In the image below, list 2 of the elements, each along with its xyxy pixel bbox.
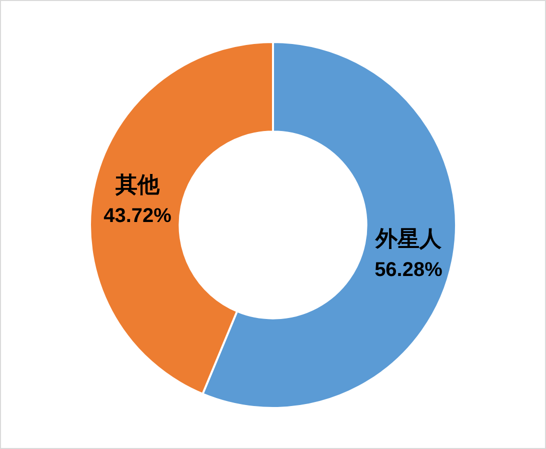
data-label: 外星人 56.28% [374, 226, 442, 282]
data-label: 其他 43.72% [104, 172, 172, 227]
